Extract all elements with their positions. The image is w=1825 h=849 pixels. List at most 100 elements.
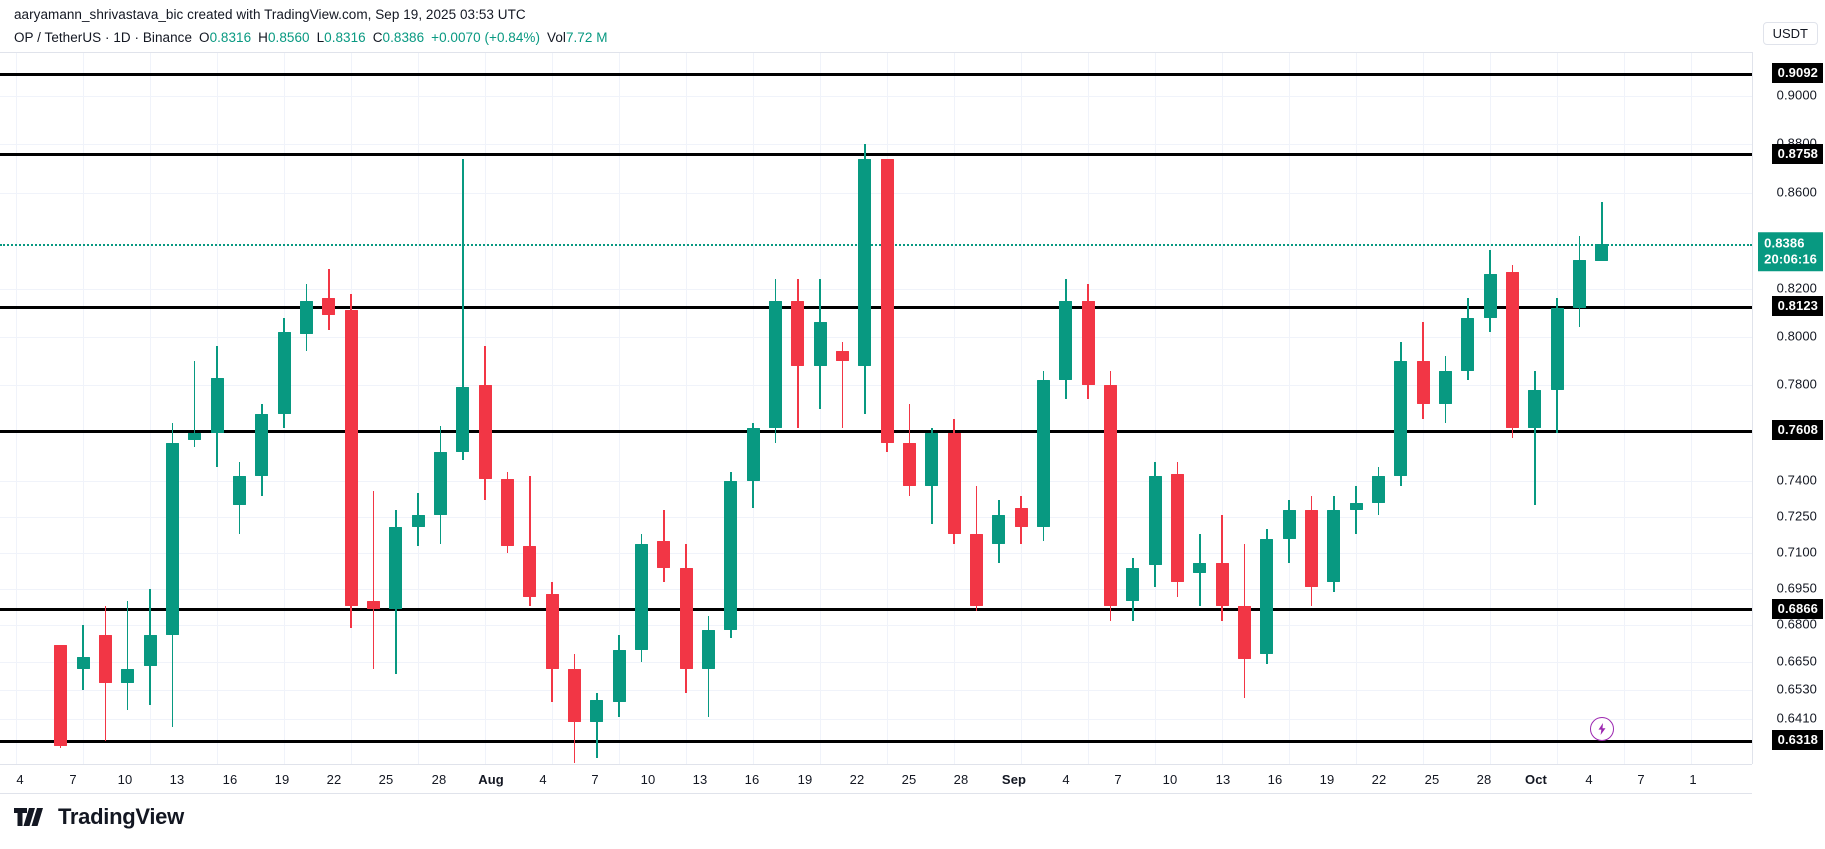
candle-body[interactable] — [947, 433, 961, 535]
candle-body[interactable] — [567, 668, 581, 722]
candle-body[interactable] — [925, 433, 939, 486]
candle-body[interactable] — [1416, 360, 1430, 405]
vertical-gridline — [954, 53, 955, 764]
candle-body[interactable] — [1305, 510, 1319, 587]
candle-body[interactable] — [1394, 360, 1408, 477]
candle-body[interactable] — [1461, 317, 1475, 371]
candle-body[interactable] — [1171, 473, 1185, 583]
candle-body[interactable] — [210, 377, 224, 434]
candle-body[interactable] — [54, 644, 68, 746]
candle-body[interactable] — [1282, 510, 1296, 539]
support-resistance-line[interactable] — [0, 153, 1752, 156]
candle-body[interactable] — [1483, 274, 1497, 318]
candle-body[interactable] — [523, 546, 537, 597]
earnings-bolt-icon[interactable] — [1589, 717, 1614, 741]
candle-body[interactable] — [835, 351, 849, 361]
candle-body[interactable] — [188, 433, 202, 441]
candle-body[interactable] — [322, 298, 336, 316]
vertical-gridline — [16, 53, 17, 764]
candle-body[interactable] — [1148, 476, 1162, 566]
candle-body[interactable] — [1193, 562, 1207, 573]
price-level-badge[interactable]: 0.6318 — [1771, 730, 1823, 751]
candle-body[interactable] — [679, 567, 693, 669]
candle-body[interactable] — [478, 384, 492, 479]
candle-body[interactable] — [456, 387, 470, 453]
price-level-badge[interactable]: 0.6866 — [1771, 598, 1823, 619]
current-price-tag[interactable]: 0.8386 20:06:16 — [1758, 232, 1823, 272]
candle-body[interactable] — [992, 514, 1006, 544]
candle-body[interactable] — [1349, 502, 1363, 510]
candle-body[interactable] — [344, 310, 358, 607]
candle-body[interactable] — [746, 428, 760, 482]
support-resistance-line[interactable] — [0, 608, 1752, 612]
candle-body[interactable] — [903, 442, 916, 486]
currency-badge[interactable]: USDT — [1762, 22, 1818, 45]
candle-body[interactable] — [657, 541, 671, 568]
support-resistance-line[interactable] — [0, 305, 1752, 309]
candle-wick — [126, 601, 129, 710]
candle-body[interactable] — [1260, 538, 1274, 655]
candle-body[interactable] — [634, 543, 648, 650]
candle-body[interactable] — [858, 158, 872, 366]
candle-body[interactable] — [1104, 384, 1118, 607]
candle-body[interactable] — [389, 526, 403, 609]
support-resistance-line[interactable] — [0, 72, 1752, 76]
price-axis[interactable]: USDT 0.90920.90000.88000.87580.86000.820… — [1752, 22, 1825, 764]
candle-body[interactable] — [1059, 300, 1073, 381]
candle-body[interactable] — [255, 413, 269, 477]
support-resistance-line[interactable] — [0, 739, 1752, 743]
candle-body[interactable] — [121, 668, 135, 684]
candle-body[interactable] — [701, 630, 715, 669]
candle-body[interactable] — [545, 594, 559, 669]
candle-body[interactable] — [1550, 307, 1564, 390]
candle-body[interactable] — [612, 649, 626, 703]
price-level-badge[interactable]: 0.9092 — [1771, 63, 1823, 84]
candle-body[interactable] — [1573, 259, 1587, 308]
candle-body[interactable] — [768, 300, 782, 429]
candle-body[interactable] — [1506, 271, 1520, 429]
legend-close-value: 0.8386 — [382, 30, 425, 45]
candle-body[interactable] — [1372, 476, 1386, 503]
candle-body[interactable] — [724, 481, 738, 631]
candle-body[interactable] — [1327, 510, 1341, 583]
candle-body[interactable] — [500, 478, 514, 547]
candle-body[interactable] — [165, 442, 179, 636]
candle-body[interactable] — [433, 452, 447, 515]
candle-body[interactable] — [411, 514, 425, 527]
candle-body[interactable] — [1126, 567, 1140, 602]
time-axis[interactable]: 4 7 10 13 16 19 22 25 28 Aug 4 7 10 13 16 19 22 25 28 Sep 4 7… — [0, 764, 1752, 794]
candle-body[interactable] — [232, 476, 246, 506]
price-level-badge[interactable]: 0.7608 — [1771, 420, 1823, 441]
candle-body[interactable] — [1215, 562, 1229, 607]
candle-body[interactable] — [590, 700, 604, 722]
candle-body[interactable] — [1439, 370, 1453, 405]
support-resistance-line[interactable] — [0, 429, 1752, 433]
legend-symbol[interactable]: OP / TetherUS — [14, 30, 102, 45]
candle-body[interactable] — [1238, 606, 1252, 660]
candle-body[interactable] — [1081, 300, 1095, 385]
candle-body[interactable] — [1595, 243, 1609, 261]
candle-body[interactable] — [143, 635, 157, 667]
candle-body[interactable] — [1037, 380, 1051, 527]
candlestick-plot[interactable] — [0, 53, 1752, 764]
legend-low-value: 0.8316 — [324, 30, 366, 45]
chart-pane[interactable] — [0, 52, 1752, 764]
candle-body[interactable] — [366, 601, 380, 609]
candle-body[interactable] — [813, 322, 827, 366]
candle-body[interactable] — [880, 158, 894, 443]
price-level-badge[interactable]: 0.8123 — [1771, 296, 1823, 317]
price-level-badge[interactable]: 0.8758 — [1771, 143, 1823, 164]
candle-body[interactable] — [1528, 389, 1542, 429]
legend-interval[interactable]: 1D — [113, 30, 131, 45]
candle-body[interactable] — [791, 300, 805, 366]
legend-exchange[interactable]: Binance — [142, 30, 193, 45]
candle-body[interactable] — [970, 534, 984, 607]
candle-body[interactable] — [76, 656, 90, 669]
time-tick-label: 16 — [744, 772, 760, 787]
candle-wick — [1355, 485, 1358, 535]
candle-body[interactable] — [98, 635, 112, 684]
candle-body[interactable] — [1014, 507, 1028, 527]
candle-body[interactable] — [277, 332, 291, 414]
vertical-gridline — [552, 53, 553, 764]
candle-body[interactable] — [299, 300, 313, 335]
